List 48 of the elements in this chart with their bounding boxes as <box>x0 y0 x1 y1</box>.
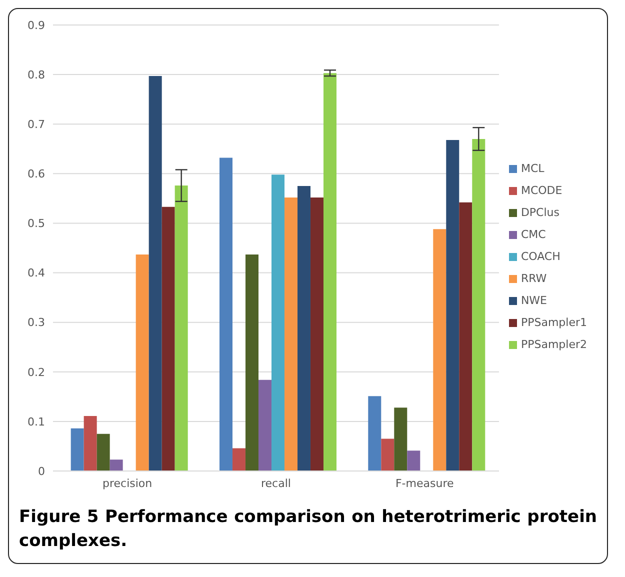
bar <box>394 408 408 471</box>
text: Figure 5 Performance comparison on heterotrimeric protein complexes. <box>18 506 598 553</box>
x-tick-label: recall <box>261 476 291 490</box>
x-tick-label: F-measure <box>395 476 454 490</box>
legend-label: PPSampler2 <box>520 338 587 351</box>
bar <box>110 460 123 471</box>
y-tick-label: 0.2 <box>28 366 45 379</box>
y-tick-label: 0 <box>38 464 45 478</box>
bar <box>219 158 232 471</box>
bar <box>258 380 272 471</box>
legend-label: CMC <box>520 228 546 241</box>
bar <box>96 434 110 471</box>
bar <box>232 448 246 471</box>
bar <box>284 197 298 471</box>
bar <box>446 140 460 471</box>
bar <box>407 450 420 471</box>
x-tick-label: precision <box>102 476 152 490</box>
y-tick-label: 0.7 <box>28 118 45 132</box>
legend-label: COACH <box>520 250 560 263</box>
y-tick-label: 0.4 <box>28 266 45 280</box>
bar <box>459 202 472 471</box>
bar <box>381 438 394 471</box>
legend-label: DPClus <box>520 206 560 219</box>
legend-label: PPSampler1 <box>520 316 587 329</box>
bar <box>297 186 310 471</box>
bar <box>136 254 149 471</box>
bar <box>368 396 382 471</box>
bar <box>245 254 258 471</box>
bar <box>271 174 284 471</box>
bar <box>148 76 162 471</box>
legend-label: MCODE <box>520 184 562 197</box>
bar <box>472 138 486 471</box>
y-tick-label: 0.9 <box>28 18 45 32</box>
bar <box>84 416 97 471</box>
y-tick-label: 0.3 <box>28 316 45 330</box>
bar <box>323 73 336 471</box>
legend-label: RRW <box>520 272 547 285</box>
bar <box>174 186 188 471</box>
y-tick-label: 0.1 <box>28 415 45 428</box>
bar <box>310 197 324 471</box>
legend-label: MCL <box>520 162 544 175</box>
y-tick-label: 0.5 <box>28 217 45 230</box>
y-tick-label: 0.6 <box>28 168 45 181</box>
legend-label: NWE <box>520 294 548 307</box>
bar <box>433 229 446 471</box>
y-tick-label: 0.8 <box>28 68 45 82</box>
bar <box>70 428 84 471</box>
bar <box>162 206 175 471</box>
